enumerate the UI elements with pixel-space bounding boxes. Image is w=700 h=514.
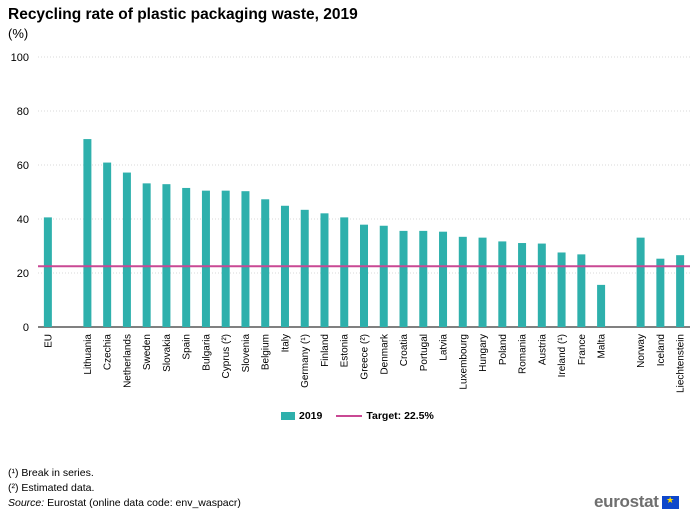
- source-line: Source: Eurostat (online data code: env_…: [8, 496, 241, 511]
- logo-text: eurostat: [594, 492, 659, 511]
- x-tick-label-7: Spain: [182, 334, 193, 360]
- x-tick-label-18: Croatia: [399, 334, 410, 367]
- x-tick-label-26: Ireland (¹): [557, 334, 568, 377]
- y-tick-label-0: 0: [23, 322, 29, 334]
- x-tick-label-15: Estonia: [340, 334, 351, 368]
- x-tick-label-13: Germany (¹): [300, 334, 311, 388]
- x-tick-label-20: Latvia: [439, 334, 450, 361]
- bar-Hungary: [478, 237, 487, 327]
- chart-title: Recycling rate of plastic packaging wast…: [8, 6, 358, 23]
- bar-Latvia: [439, 231, 448, 327]
- x-tick-label-8: Bulgaria: [201, 334, 212, 371]
- x-tick-label-0: EU: [43, 334, 54, 348]
- x-tick-label-32: Liechtenstein: [676, 334, 687, 393]
- bar-Slovenia: [241, 191, 250, 327]
- bar-Poland: [498, 241, 507, 327]
- legend: 2019 Target: 22.5%: [281, 410, 448, 422]
- x-tick-label-16: Greece (²): [360, 334, 371, 380]
- source-label: Source:: [8, 497, 45, 509]
- bar-Cyprus (²): [221, 190, 230, 327]
- x-tick-label-25: Austria: [537, 334, 548, 366]
- eurostat-logo: eurostat: [594, 492, 679, 512]
- bar-Norway: [636, 237, 645, 327]
- bar-Netherlands: [122, 172, 131, 327]
- x-tick-label-11: Belgium: [261, 334, 272, 370]
- x-tick-label-17: Denmark: [379, 333, 390, 375]
- bar-Bulgaria: [201, 190, 210, 327]
- x-tick-label-21: Luxembourg: [458, 334, 469, 390]
- footnote-break-in-series: (¹) Break in series.: [8, 467, 94, 479]
- unit-label: (%): [8, 26, 29, 41]
- eu-flag-icon: [661, 495, 679, 509]
- x-tick-label-3: Czechia: [103, 334, 114, 371]
- x-tick-label-22: Hungary: [478, 334, 489, 372]
- y-tick-label-20: 20: [17, 268, 29, 280]
- x-tick-label-4: Netherlands: [122, 334, 133, 388]
- bar-Belgium: [261, 199, 270, 327]
- footnotes: (¹) Break in series. (²) Estimated data.…: [8, 466, 241, 511]
- x-tick-label-27: France: [577, 334, 588, 366]
- bar-France: [577, 254, 586, 327]
- y-tick-label-60: 60: [17, 160, 29, 172]
- bar-Spain: [182, 187, 191, 327]
- x-tick-label-19: Portugal: [419, 334, 430, 371]
- x-tick-label-24: Romania: [518, 334, 529, 374]
- x-tick-label-31: Iceland: [656, 334, 667, 366]
- bar-Luxembourg: [458, 236, 467, 327]
- bar-Austria: [537, 243, 546, 327]
- bar-Sweden: [142, 183, 151, 327]
- source-text: Eurostat (online data code: env_waspacr): [47, 497, 241, 509]
- x-tick-label-14: Finland: [320, 334, 331, 367]
- bar-Malta: [597, 284, 606, 327]
- x-tick-label-6: Slovakia: [162, 334, 173, 372]
- y-tick-label-80: 80: [17, 106, 29, 118]
- footnote-estimated: (²) Estimated data.: [8, 482, 95, 494]
- bar-Iceland: [656, 258, 665, 327]
- legend-swatch-target: [336, 415, 363, 417]
- x-tick-label-2: Lithuania: [83, 334, 94, 375]
- bar-Ireland (¹): [557, 252, 566, 327]
- legend-item-2019: 2019: [281, 410, 322, 422]
- bar-Germany (¹): [300, 209, 309, 327]
- x-tick-label-5: Sweden: [142, 334, 153, 370]
- bar-Liechtenstein: [676, 255, 685, 327]
- bar-Lithuania: [83, 139, 92, 327]
- bar-Croatia: [399, 230, 408, 327]
- legend-item-target: Target: 22.5%: [336, 410, 434, 422]
- x-tick-label-10: Slovenia: [241, 334, 252, 373]
- bar-Romania: [518, 243, 527, 327]
- bar-EU: [43, 217, 52, 327]
- x-tick-label-30: Norway: [636, 334, 647, 368]
- x-tick-label-23: Poland: [498, 334, 509, 365]
- bar-Denmark: [379, 225, 388, 327]
- bar-Czechia: [103, 162, 112, 327]
- bar-Estonia: [340, 217, 349, 327]
- bar-Portugal: [419, 230, 428, 327]
- y-tick-label-40: 40: [17, 214, 29, 226]
- x-tick-label-28: Malta: [597, 334, 608, 359]
- bar-Finland: [320, 213, 329, 327]
- x-tick-label-9: Cyprus (²): [221, 334, 232, 378]
- legend-label-target: Target: 22.5%: [366, 410, 434, 422]
- x-tick-label-12: Italy: [280, 334, 291, 352]
- legend-label-2019: 2019: [299, 410, 323, 422]
- y-tick-label-100: 100: [11, 52, 29, 64]
- bar-Slovakia: [162, 184, 171, 327]
- bar-Greece (²): [360, 224, 368, 327]
- legend-swatch-bar: [281, 412, 295, 420]
